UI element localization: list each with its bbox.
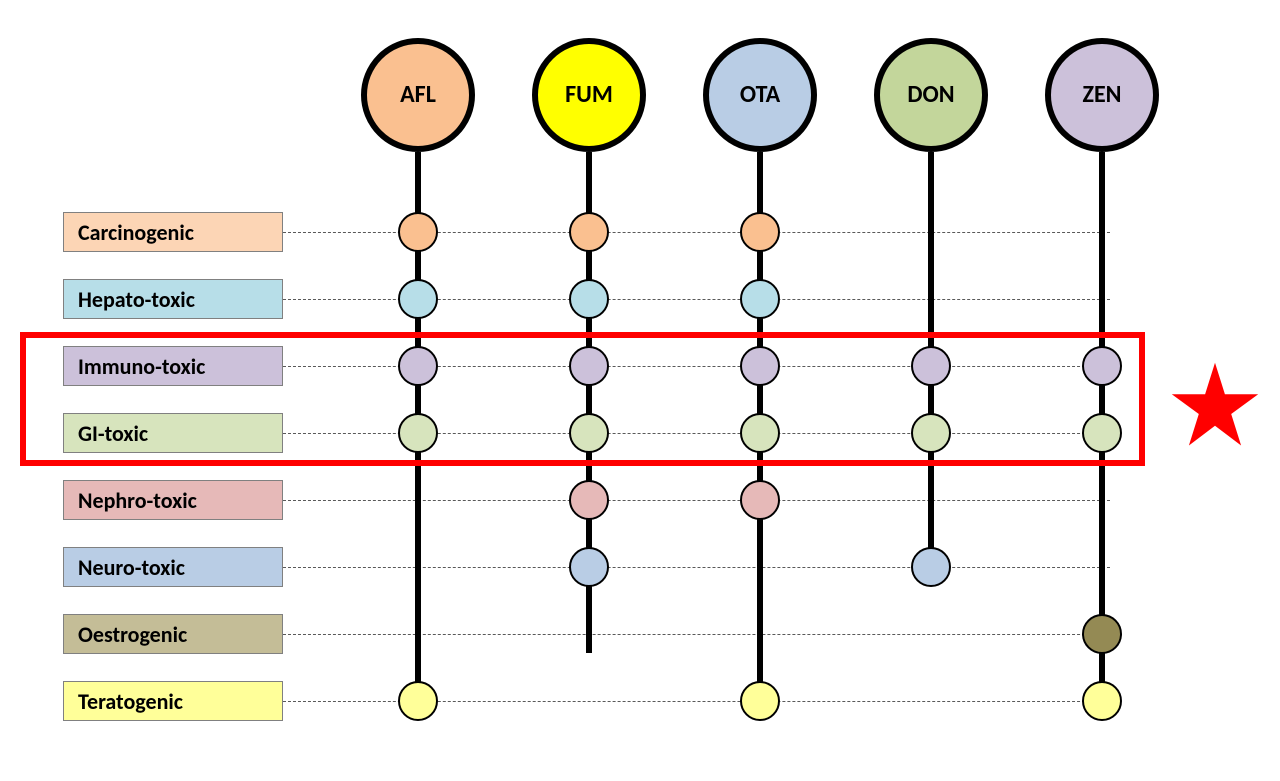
dot-AFL-hepato	[398, 279, 438, 319]
dot-FUM-nephro	[569, 480, 609, 520]
dot-DON-neuro	[911, 547, 951, 587]
dot-FUM-neuro	[569, 547, 609, 587]
row-label-nephro: Nephro-toxic	[63, 480, 283, 520]
dot-AFL-terato	[398, 681, 438, 721]
dot-ZEN-oestro	[1082, 614, 1122, 654]
dot-OTA-hepato	[740, 279, 780, 319]
dot-DON-immuno	[911, 346, 951, 386]
row-label-terato: Teratogenic	[63, 681, 283, 721]
dot-AFL-immuno	[398, 346, 438, 386]
row-guideline	[283, 567, 1110, 568]
dot-FUM-hepato	[569, 279, 609, 319]
dot-OTA-immuno	[740, 346, 780, 386]
column-head-DON: DON	[874, 38, 988, 152]
dot-FUM-carcinogenic	[569, 212, 609, 252]
dot-FUM-gi	[569, 413, 609, 453]
dot-OTA-gi	[740, 413, 780, 453]
dot-OTA-terato	[740, 681, 780, 721]
row-guideline	[283, 634, 1110, 635]
column-head-ZEN: ZEN	[1045, 38, 1159, 152]
column-head-AFL: AFL	[361, 38, 475, 152]
column-head-FUM: FUM	[532, 38, 646, 152]
row-label-hepato: Hepato-toxic	[63, 279, 283, 319]
star-icon	[1170, 360, 1260, 450]
row-label-carcinogenic: Carcinogenic	[63, 212, 283, 252]
dot-FUM-immuno	[569, 346, 609, 386]
dot-AFL-gi	[398, 413, 438, 453]
dot-ZEN-immuno	[1082, 346, 1122, 386]
dot-ZEN-gi	[1082, 413, 1122, 453]
dot-ZEN-terato	[1082, 681, 1122, 721]
dot-AFL-carcinogenic	[398, 212, 438, 252]
dot-OTA-nephro	[740, 480, 780, 520]
column-head-OTA: OTA	[703, 38, 817, 152]
row-label-oestro: Oestrogenic	[63, 614, 283, 654]
row-guideline	[283, 500, 1110, 501]
row-label-neuro: Neuro-toxic	[63, 547, 283, 587]
dot-OTA-carcinogenic	[740, 212, 780, 252]
dot-DON-gi	[911, 413, 951, 453]
